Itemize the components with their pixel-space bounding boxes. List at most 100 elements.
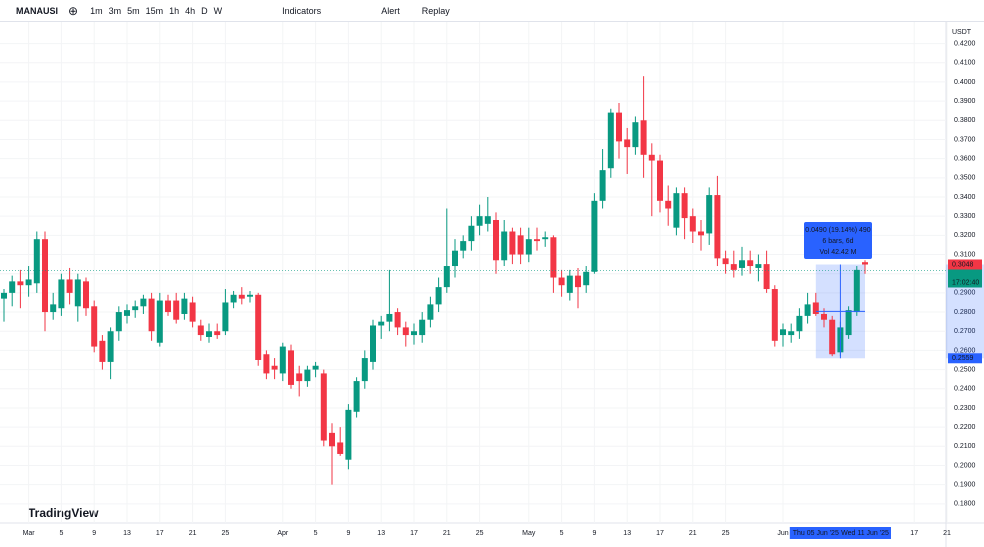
x-tick-label: 17 <box>910 530 918 537</box>
candle-body <box>698 231 704 236</box>
x-tick-label: 9 <box>346 530 350 537</box>
candle-body <box>58 279 65 309</box>
y-tick-label: 0.2000 <box>954 462 976 469</box>
x-tick-label: May <box>522 530 536 537</box>
x-tick-label: 21 <box>943 530 951 537</box>
x-tick-label: 5 <box>59 530 63 537</box>
candle-body <box>427 304 434 320</box>
candle-body <box>640 120 647 155</box>
x-tick-label: 17 <box>410 530 418 537</box>
indicators[interactable]: Indicators <box>282 5 322 16</box>
candle-body <box>452 250 458 267</box>
y-tick-label: 0.3600 <box>954 155 976 162</box>
candle-body <box>542 237 549 240</box>
y-tick-label: 0.2100 <box>954 443 976 450</box>
candle-body <box>197 325 204 336</box>
candle-body <box>853 269 860 313</box>
candle-body <box>50 304 57 313</box>
timeframe[interactable]: W <box>213 5 223 16</box>
x-tick-label: 25 <box>222 530 230 537</box>
x-tick-label: 25 <box>476 530 484 537</box>
candle-body <box>419 319 426 336</box>
candle-body <box>583 271 590 286</box>
y-tick-label: 0.3800 <box>954 117 976 124</box>
candle-body <box>575 275 581 288</box>
candle-body <box>821 313 827 320</box>
candle-body <box>566 275 573 293</box>
timeframe[interactable]: 1m <box>90 5 103 16</box>
symbol[interactable]: MANAUSI <box>16 5 58 16</box>
add[interactable]: ⊕ <box>68 3 79 18</box>
y-tick-label: 0.1900 <box>954 481 976 488</box>
candle-body <box>443 266 450 288</box>
candle-body <box>558 277 565 286</box>
candle-body <box>140 298 147 307</box>
candle-body <box>804 304 811 316</box>
candle-body <box>435 287 442 305</box>
candle-body <box>9 281 16 293</box>
date-label-text: Wed 11 Jun '25 <box>841 530 889 537</box>
candle-body <box>255 294 262 360</box>
x-tick-label: 17 <box>156 530 164 537</box>
timeframe[interactable]: 3m <box>108 5 122 16</box>
candle-body <box>747 260 754 267</box>
date-label-text: Thu 05 Jun '25 <box>793 530 839 537</box>
x-tick-label: Apr <box>277 530 289 537</box>
x-tick-label: 9 <box>592 530 596 537</box>
candle-body <box>99 340 106 362</box>
price-label <box>948 353 982 364</box>
x-tick-label: 5 <box>560 530 564 537</box>
timeframe[interactable]: 5m <box>127 5 140 16</box>
y-tick-label: 0.4000 <box>954 79 976 86</box>
x-tick-label: Jun <box>777 530 788 537</box>
timeframe[interactable]: D <box>201 5 208 16</box>
candle-body <box>771 289 778 341</box>
candle-body <box>42 239 48 313</box>
candle-body <box>862 262 868 265</box>
x-tick-label: 25 <box>722 530 730 537</box>
candle-body <box>189 302 196 322</box>
y-tick-label: 0.2400 <box>954 386 976 393</box>
x-tick-label: 17 <box>656 530 664 537</box>
alert[interactable]: Alert <box>381 5 400 16</box>
candle-body <box>681 193 688 219</box>
candle-body <box>74 279 81 307</box>
candle-body <box>222 302 229 332</box>
measure-low: 0.2559 <box>952 355 974 362</box>
countdown: 17:02:40 <box>952 279 979 286</box>
candle-body <box>493 220 499 261</box>
timeframe[interactable]: 15m <box>145 5 164 16</box>
replay[interactable]: Replay <box>421 5 450 16</box>
timeframe[interactable]: 1h <box>169 5 180 16</box>
candle-body <box>288 350 294 385</box>
candle-body <box>829 319 836 355</box>
candle-body <box>476 216 483 226</box>
x-tick-label: 13 <box>123 530 131 537</box>
candle-body <box>755 264 762 268</box>
y-tick-label: 0.2800 <box>954 309 976 316</box>
y-tick-label: 0.3200 <box>954 232 976 239</box>
candle-body <box>501 231 508 261</box>
brand: TradingView <box>28 506 99 520</box>
measure-box <box>804 222 872 259</box>
candle-body <box>632 122 639 148</box>
candle-body <box>665 200 672 209</box>
y-tick-label: 0.3100 <box>954 251 976 258</box>
candle-body <box>214 331 221 336</box>
candle-body <box>386 313 393 322</box>
y-tick-label: 0.2500 <box>954 366 976 373</box>
y-tick-label: 0.2900 <box>954 290 976 297</box>
candle-body <box>484 216 491 224</box>
timeframe[interactable]: 4h <box>185 5 196 16</box>
x-tick-label: 5 <box>314 530 318 537</box>
y-tick-label: 0.3400 <box>954 194 976 201</box>
toolbar: MANAUSI ⊕ 1m 3m 5m 15m 1h 4h D W Indicators Ale… <box>0 0 984 22</box>
y-tick-label: 0.2200 <box>954 424 976 431</box>
candle-body <box>763 264 770 290</box>
candle-body <box>329 432 335 447</box>
candle-body <box>304 369 311 382</box>
y-tick-label: 0.4200 <box>954 40 976 47</box>
candle-body <box>525 239 532 255</box>
candle-body <box>279 346 286 374</box>
x-tick-label: Mar <box>23 530 36 537</box>
